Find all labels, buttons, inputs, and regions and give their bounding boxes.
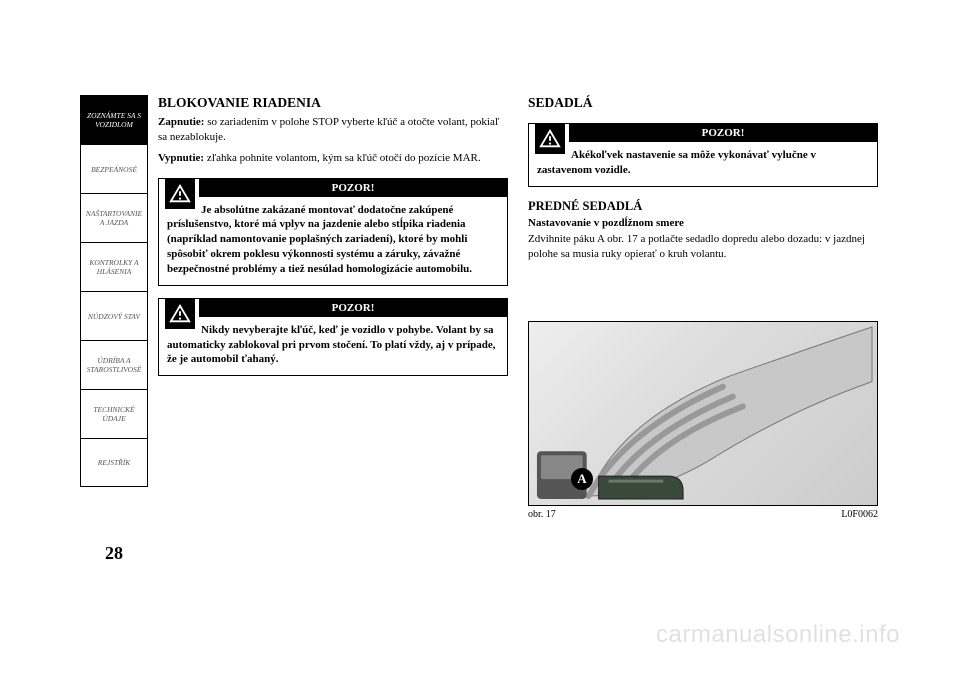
warning-icon xyxy=(535,124,565,154)
tab-kontrolky[interactable]: KONTROLKY AHLÁSENIA xyxy=(80,242,148,291)
warning-box-2: POZOR! Nikdy nevyberajte kľúč, keď je vo… xyxy=(158,298,508,377)
warning-icon xyxy=(165,299,195,329)
warning-box-3: POZOR! Akékoľvek nastavenie sa môže vyko… xyxy=(528,123,878,187)
tab-nudzovy[interactable]: NÚDZOVÝ STAV xyxy=(80,291,148,340)
page-number: 28 xyxy=(80,543,148,564)
tab-label: ZOZNÁMTE SA SVOZIDLOM xyxy=(87,111,141,129)
figure-code: L0F0062 xyxy=(841,509,878,520)
warning-body: Je absolútne zakázané montovať dodatočne… xyxy=(167,203,499,277)
section-tabs: ZOZNÁMTE SA SVOZIDLOM BEZPEÁNOSÉ NAŠTART… xyxy=(80,95,148,487)
warning-icon xyxy=(165,179,195,209)
text-zapnutie: so zariadením v polohe STOP vyberte kľúč… xyxy=(158,116,499,143)
paragraph-zapnutie: Zapnutie: so zariadením v polohe STOP vy… xyxy=(158,115,508,145)
figure-caption: obr. 17 L0F0062 xyxy=(528,509,878,520)
paragraph-sedadlo: Zdvihnite páku A obr. 17 a potlačte seda… xyxy=(528,232,878,262)
tab-label: REJSTŘÍK xyxy=(98,458,131,467)
tab-label: NÚDZOVÝ STAV xyxy=(88,312,140,321)
tab-nastartovanie[interactable]: NAŠTARTOVANIEA JAZDA xyxy=(80,193,148,242)
tab-technicke[interactable]: TECHNICKÉÚDAJE xyxy=(80,389,148,438)
paragraph-vypnutie: Vypnutie: zľahka pohnite volantom, kým s… xyxy=(158,151,508,166)
warning-header: POZOR! xyxy=(159,179,507,197)
figure-number: obr. 17 xyxy=(528,509,556,520)
warning-body: Akékoľvek nastavenie sa môže vykonávať v… xyxy=(537,148,869,178)
manual-page: ZOZNÁMTE SA SVOZIDLOM BEZPEÁNOSÉ NAŠTART… xyxy=(80,95,880,595)
tab-label: TECHNICKÉÚDAJE xyxy=(93,405,134,423)
heading-sedadla: SEDADLÁ xyxy=(528,95,878,111)
warning-title: POZOR! xyxy=(199,179,507,197)
tab-udrzba[interactable]: ÚDRÍBA ASTAROSTLIVOSÉ xyxy=(80,340,148,389)
tab-zoznamte[interactable]: ZOZNÁMTE SA SVOZIDLOM xyxy=(80,95,148,144)
watermark: carmanualsonline.info xyxy=(656,621,900,649)
tab-label: ÚDRÍBA ASTAROSTLIVOSÉ xyxy=(87,356,142,374)
warning-title: POZOR! xyxy=(569,124,877,142)
figure-17: A xyxy=(528,321,878,506)
tab-rejstrik[interactable]: REJSTŘÍK xyxy=(80,438,148,487)
left-column: BLOKOVANIE RIADENIA Zapnutie: so zariade… xyxy=(158,95,508,520)
warning-box-1: POZOR! Je absolútne zakázané montovať do… xyxy=(158,178,508,286)
label-vypnutie: Vypnutie: xyxy=(158,152,204,164)
tab-label: BEZPEÁNOSÉ xyxy=(91,165,137,174)
content-columns: BLOKOVANIE RIADENIA Zapnutie: so zariade… xyxy=(158,95,880,520)
warning-body: Nikdy nevyberajte kľúč, keď je vozidlo v… xyxy=(167,323,499,368)
heading-predne-sedadla: PREDNÉ SEDADLÁ xyxy=(528,199,878,214)
tab-label: KONTROLKY AHLÁSENIA xyxy=(89,258,138,276)
warning-title: POZOR! xyxy=(199,299,507,317)
warning-header: POZOR! xyxy=(159,299,507,317)
heading-nastavovanie: Nastavovanie v pozdĺžnom smere xyxy=(528,217,878,229)
tab-bezpecnost[interactable]: BEZPEÁNOSÉ xyxy=(80,144,148,193)
text-vypnutie: zľahka pohnite volantom, kým sa kľúč oto… xyxy=(204,152,481,164)
label-zapnutie: Zapnutie: xyxy=(158,116,204,128)
tab-label: NAŠTARTOVANIEA JAZDA xyxy=(86,209,142,227)
warning-header: POZOR! xyxy=(529,124,877,142)
right-column: SEDADLÁ POZOR! Akékoľvek nastavenie sa m… xyxy=(528,95,878,520)
heading-blokovanie: BLOKOVANIE RIADENIA xyxy=(158,95,508,111)
